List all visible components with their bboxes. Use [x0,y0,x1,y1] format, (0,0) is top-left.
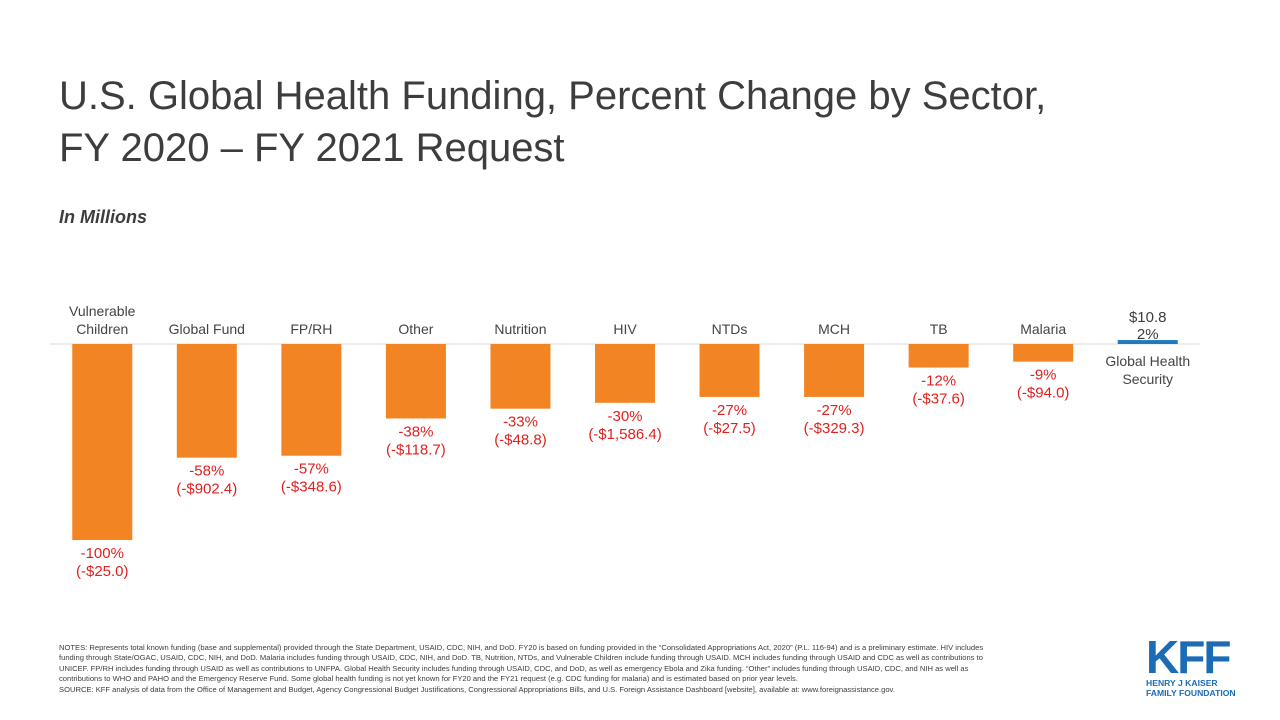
dollar-label: (-$94.0) [1017,385,1070,402]
bar [908,344,969,368]
notes-line: UNICEF. FP/RH includes funding through U… [59,663,969,673]
chart-title: U.S. Global Health Funding, Percent Chan… [59,70,1209,174]
bar [804,344,865,397]
dollar-label: (-$25.0) [76,563,129,580]
notes-line: NOTES: Represents total known funding (b… [59,643,984,652]
percent-label: -33% [503,414,538,431]
kff-logo: KFF HENRY J KAISER FAMILY FOUNDATION [1146,631,1236,698]
category-label: Global Health [1105,353,1190,369]
bar [385,344,446,419]
notes-block: NOTES: Represents total known funding (b… [59,643,1119,695]
category-label: Security [1122,371,1173,387]
kff-logo-mark: KFF [1146,631,1231,683]
bar-chart: Vulnerable Children -100%(-$25.0) Global Fu… [50,303,1200,580]
title-line-1: U.S. Global Health Funding, Percent Chan… [59,74,1047,118]
percent-label: -100% [81,545,124,562]
percent-label: 2% [1137,326,1159,343]
category-label: FP/RH [290,321,332,337]
bar [490,344,551,409]
dollar-label: (-$1,586.4) [588,426,661,443]
bar [595,344,655,403]
percent-label: -9% [1030,367,1057,384]
bar [1117,340,1178,344]
title-line-2: FY 2020 – FY 2021 Request [59,126,565,170]
category-label: Nutrition [494,321,546,337]
dollar-label: (-$27.5) [703,420,756,437]
bar [1013,344,1074,362]
category-label: TB [930,321,948,337]
source-line: SOURCE: KFF analysis of data from the Of… [59,684,895,694]
bar [699,344,760,397]
category-label: Other [398,321,433,337]
percent-label: -58% [189,463,224,480]
bar [72,344,133,540]
notes-line: contributions to WHO and PAHO and the Em… [59,674,798,684]
dollar-label: (-$48.8) [494,432,547,449]
percent-label: -30% [607,408,642,425]
dollar-label: (-$329.3) [804,420,865,437]
dollar-label: (-$118.7) [386,441,446,458]
category-label: Global Fund [169,321,245,337]
percent-label: -57% [294,461,329,478]
percent-label: -27% [817,402,852,419]
category-label: Malaria [1020,321,1066,337]
percent-label: -27% [712,402,747,419]
category-label: Vulnerable [69,303,136,319]
dollar-label: (-$37.6) [912,391,965,408]
chart-subtitle: In Millions [59,207,147,227]
kff-logo-line-2: FAMILY FOUNDATION [1146,688,1236,698]
bar [176,344,237,458]
category-label: HIV [613,321,637,337]
bar [281,344,342,456]
percent-label: -38% [398,423,433,440]
dollar-label: (-$902.4) [176,481,237,498]
dollar-label: $10.8 [1129,309,1167,326]
notes-line: funding through State/OGAC, USAID, CDC, … [59,653,983,663]
category-label: NTDs [712,321,748,337]
dollar-label: (-$348.6) [281,479,342,496]
category-label: Children [76,321,128,337]
percent-label: -12% [921,373,956,390]
category-label: MCH [818,321,850,337]
kff-logo-line-1: HENRY J KAISER [1146,678,1218,688]
